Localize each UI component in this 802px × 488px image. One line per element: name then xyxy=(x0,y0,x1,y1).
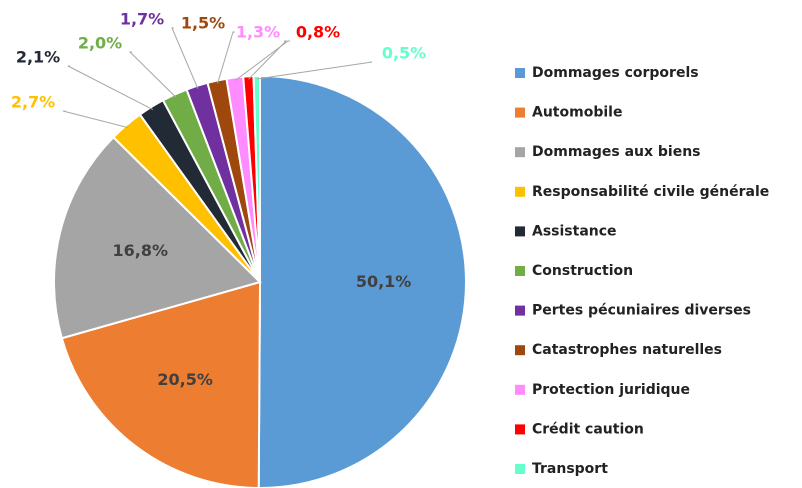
pie-slice xyxy=(60,280,262,488)
leader-line xyxy=(248,40,288,80)
data-label: 16,8% xyxy=(113,241,169,260)
data-label: 2,1% xyxy=(16,48,60,67)
legend-swatch xyxy=(515,464,525,474)
legend-label: Dommages aux biens xyxy=(532,144,701,160)
leader-line xyxy=(62,110,129,129)
data-label: 0,8% xyxy=(296,23,340,42)
legend-label: Transport xyxy=(532,461,608,477)
legend-swatch xyxy=(515,384,525,395)
legend-label: Protection juridique xyxy=(532,382,690,398)
legend-label: Responsabilité civile générale xyxy=(532,184,769,200)
legend-swatch xyxy=(515,226,525,237)
data-label: 1,3% xyxy=(236,23,280,42)
legend-label: Assistance xyxy=(532,223,617,239)
leader-line xyxy=(217,31,235,84)
legend-label: Dommages corporels xyxy=(532,65,699,81)
legend-label: Catastrophes naturelles xyxy=(532,342,722,358)
data-label: 1,7% xyxy=(120,10,164,29)
legend-label: Automobile xyxy=(532,105,622,121)
leader-line xyxy=(171,27,199,89)
data-label: 2,0% xyxy=(78,34,122,53)
legend-label: Construction xyxy=(532,263,633,279)
data-label: 0,5% xyxy=(382,44,426,63)
legend-swatch xyxy=(515,186,525,197)
legend-swatch xyxy=(515,68,525,78)
legend-swatch xyxy=(515,107,525,118)
data-label: 20,5% xyxy=(157,370,213,389)
legend-label: Crédit caution xyxy=(532,421,644,437)
legend-swatch xyxy=(515,345,525,356)
legend-label: Pertes pécuniaires diverses xyxy=(532,303,751,319)
legend-swatch xyxy=(515,266,525,276)
leader-line xyxy=(256,61,373,80)
data-label: 2,7% xyxy=(11,93,55,112)
leader-line xyxy=(128,51,177,98)
data-label: 50,1% xyxy=(356,272,412,291)
pie-slice xyxy=(252,74,261,283)
leader-line xyxy=(67,65,154,111)
legend-swatch xyxy=(515,147,525,158)
data-label: 1,5% xyxy=(181,14,225,33)
pie-slice xyxy=(257,74,467,488)
leader-line xyxy=(234,40,290,81)
pie-slice xyxy=(53,135,262,340)
legend-swatch xyxy=(515,305,525,316)
legend-swatch xyxy=(515,424,525,435)
